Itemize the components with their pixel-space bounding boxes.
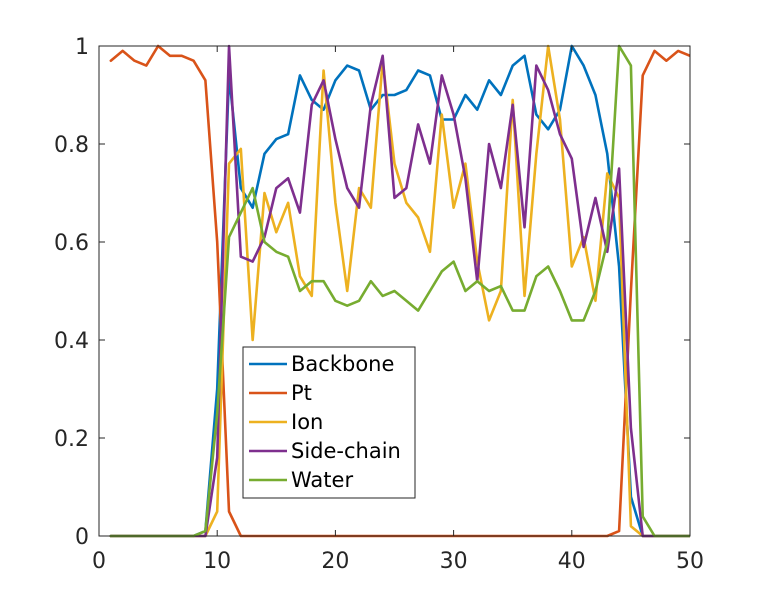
legend-label-ion: Ion — [291, 410, 323, 434]
x-tick-label: 30 — [440, 549, 468, 574]
y-tick-label: 0.8 — [54, 133, 89, 158]
x-tick-label: 40 — [558, 549, 586, 574]
y-tick-label: 0.6 — [54, 231, 89, 256]
series-line-water — [109, 44, 690, 538]
axes-box — [98, 45, 691, 537]
axis-tick-labels: 0 10 20 30 40 50 0 0.2 0.4 0.6 0.8 1 — [54, 35, 704, 574]
legend-label-pt: Pt — [291, 381, 312, 405]
legend-label-water: Water — [291, 468, 353, 492]
y-tick-label: 0 — [75, 525, 89, 550]
legend-label-side-chain: Side-chain — [291, 439, 401, 463]
y-tick-label: 0.4 — [54, 329, 89, 354]
x-tick-label: 50 — [676, 549, 704, 574]
legend: Backbone Pt Ion Side-chain Water — [242, 346, 416, 499]
x-tick-label: 10 — [203, 549, 231, 574]
y-tick-label: 1 — [75, 35, 89, 60]
axis-ticks — [98, 45, 691, 537]
series-line-ion — [109, 44, 690, 538]
x-tick-label: 0 — [92, 549, 106, 574]
x-tick-label: 20 — [321, 549, 349, 574]
legend-label-backbone: Backbone — [291, 352, 394, 376]
y-tick-label: 0.2 — [54, 427, 89, 452]
